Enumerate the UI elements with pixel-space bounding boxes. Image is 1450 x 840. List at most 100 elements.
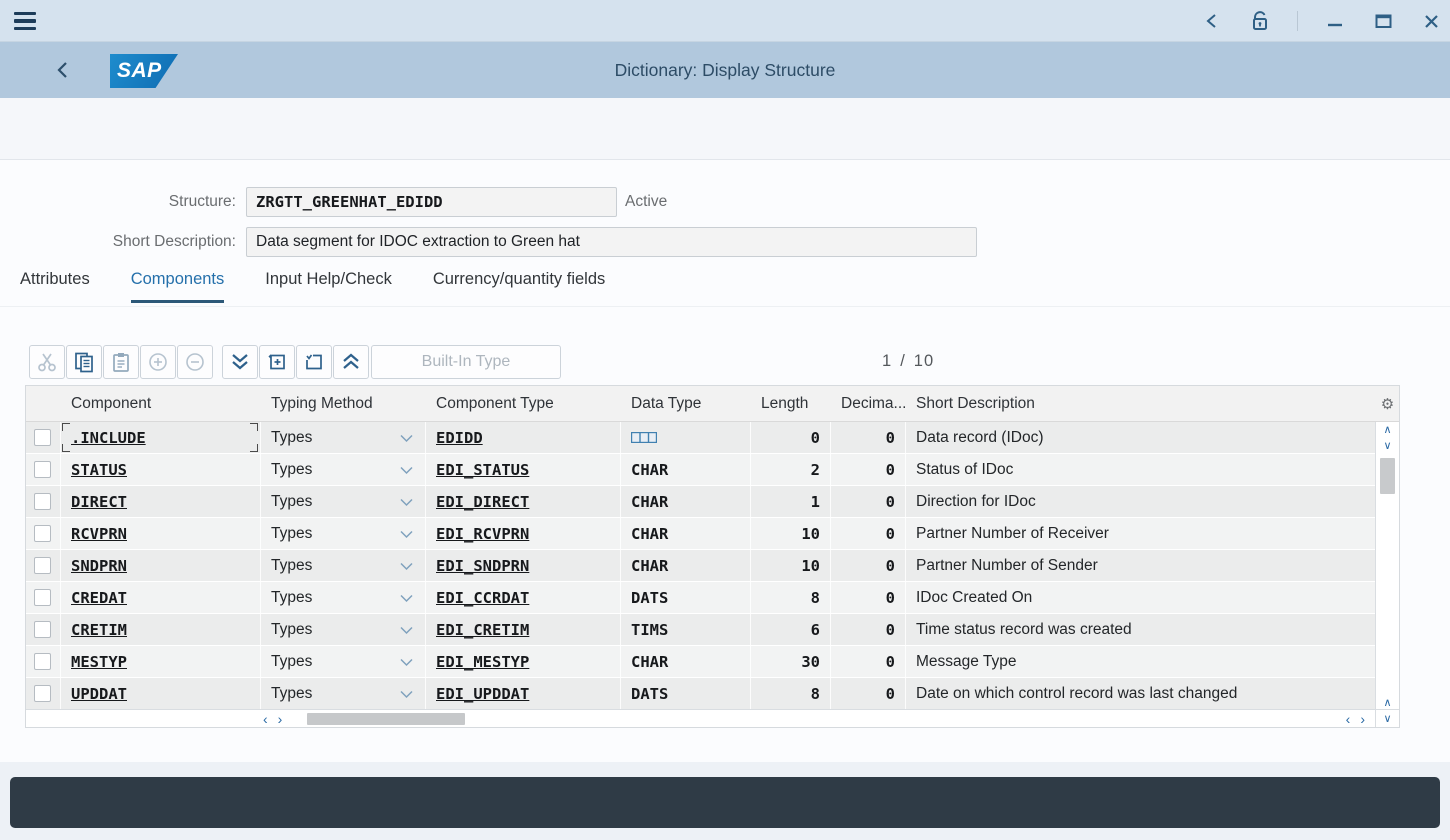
column-header-typing-method[interactable]: Typing Method [271,394,373,412]
scroll-down-icon[interactable]: ∨ [1383,439,1392,452]
sap-logo[interactable]: SAP [110,54,178,88]
horizontal-scroll-thumb[interactable] [307,713,465,725]
column-header-length[interactable]: Length [761,394,809,412]
table-row[interactable]: RCVPRN Types EDI_RCVPRN CHAR 10 0 Partne… [26,518,1399,550]
double-chevron-up-icon[interactable] [333,345,369,379]
remove-row-button[interactable] [177,345,213,379]
table-row[interactable]: CRETIM Types EDI_CRETIM TIMS 6 0 Time st… [26,614,1399,646]
double-chevron-down-icon[interactable] [222,345,258,379]
tab-components[interactable]: Components [130,270,225,303]
horizontal-scrollbar[interactable]: ‹ › ‹ › [26,709,1377,727]
component-type-link[interactable]: EDI_RCVPRN [436,524,530,543]
tab-attributes[interactable]: Attributes [20,270,90,288]
row-checkbox[interactable] [34,557,51,574]
row-checkbox[interactable] [34,461,51,478]
typing-method-value[interactable]: Types [271,556,313,574]
component-link[interactable]: CREDAT [71,588,127,607]
column-header-decimals[interactable]: Decima... [841,394,907,412]
component-link[interactable]: STATUS [71,460,127,479]
chevron-down-icon[interactable] [400,530,413,539]
scroll-left-icon[interactable]: ‹ [1345,710,1351,727]
chevron-down-icon[interactable] [400,498,413,507]
chevron-down-icon[interactable] [400,658,413,667]
scroll-up-icon[interactable]: ∧ [1383,696,1392,709]
copy-button[interactable] [66,345,102,379]
row-checkbox[interactable] [34,621,51,638]
row-checkbox[interactable] [34,429,51,446]
maximize-icon[interactable] [1372,10,1394,32]
table-row[interactable]: MESTYP Types EDI_MESTYP CHAR 30 0 Messag… [26,646,1399,678]
scroll-right-icon[interactable]: › [1360,710,1365,727]
typing-method-value[interactable]: Types [271,460,313,478]
typing-method-value[interactable]: Types [271,620,313,638]
delete-row-button[interactable] [296,345,332,379]
structure-field[interactable]: ZRGTT_GREENHAT_EDIDD [246,187,617,217]
table-row[interactable]: STATUS Types EDI_STATUS CHAR 2 0 Status … [26,454,1399,486]
component-type-link[interactable]: EDI_MESTYP [436,652,530,671]
paste-button[interactable] [103,345,139,379]
table-row[interactable]: SNDPRN Types EDI_SNDPRN CHAR 10 0 Partne… [26,550,1399,582]
minimize-icon[interactable] [1324,10,1346,32]
scroll-right-icon[interactable]: › [277,710,283,727]
back-chevron-icon[interactable] [55,60,75,80]
table-row[interactable]: CREDAT Types EDI_CCRDAT DATS 8 0 IDoc Cr… [26,582,1399,614]
row-checkbox[interactable] [34,589,51,606]
column-header-component-type[interactable]: Component Type [436,394,554,412]
chevron-down-icon[interactable] [400,626,413,635]
cut-button[interactable] [29,345,65,379]
column-header-data-type[interactable]: Data Type [631,394,702,412]
component-type-link[interactable]: EDIDD [436,428,483,447]
typing-method-value[interactable]: Types [271,428,313,446]
chevron-down-icon[interactable] [400,466,413,475]
built-in-type-button[interactable]: Built-In Type [371,345,561,379]
table-row[interactable]: UPDDAT Types EDI_UPDDAT DATS 8 0 Date on… [26,678,1399,710]
typing-method-value[interactable]: Types [271,492,313,510]
row-checkbox[interactable] [34,525,51,542]
typing-method-value[interactable]: Types [271,684,313,702]
row-checkbox[interactable] [34,653,51,670]
scroll-down-icon[interactable]: ∨ [1375,709,1399,727]
component-type-link[interactable]: EDI_SNDPRN [436,556,530,575]
component-link[interactable]: SNDPRN [71,556,127,575]
table-row[interactable]: .INCLUDE Types EDIDD 0 0 Data record (ID… [26,422,1399,454]
component-type-link[interactable]: EDI_STATUS [436,460,530,479]
add-row-button[interactable] [140,345,176,379]
chevron-down-icon[interactable] [400,594,413,603]
component-type-link[interactable]: EDI_CCRDAT [436,588,530,607]
component-link[interactable]: DIRECT [71,492,127,511]
close-icon[interactable] [1420,10,1442,32]
hamburger-menu-icon[interactable] [14,12,36,30]
settings-gear-icon[interactable]: ⚙ [1380,395,1395,413]
scroll-left-icon[interactable]: ‹ [263,710,268,727]
component-link[interactable]: .INCLUDE [71,428,146,447]
tab-input-help-check[interactable]: Input Help/Check [265,270,392,288]
decimals-value: 0 [831,582,906,613]
scroll-up-icon[interactable]: ∧ [1383,423,1392,436]
component-link[interactable]: CRETIM [71,620,127,639]
lock-icon[interactable] [1249,10,1271,32]
component-link[interactable]: UPDDAT [71,684,127,703]
typing-method-value[interactable]: Types [271,524,313,542]
component-type-link[interactable]: EDI_UPDDAT [436,684,530,703]
vertical-scrollbar[interactable]: ∧ ∨ ∧ [1375,422,1399,711]
row-checkbox[interactable] [34,685,51,702]
chevron-down-icon[interactable] [400,690,413,699]
column-header-short-description[interactable]: Short Description [916,394,1035,412]
table-row[interactable]: DIRECT Types EDI_DIRECT CHAR 1 0 Directi… [26,486,1399,518]
component-type-link[interactable]: EDI_CRETIM [436,620,530,639]
typing-method-value[interactable]: Types [271,652,313,670]
select-column-header[interactable] [26,386,61,421]
column-header-component[interactable]: Component [71,394,152,412]
chevron-down-icon[interactable] [400,562,413,571]
insert-row-button[interactable] [259,345,295,379]
row-checkbox[interactable] [34,493,51,510]
component-link[interactable]: MESTYP [71,652,127,671]
typing-method-value[interactable]: Types [271,588,313,606]
vertical-scroll-thumb[interactable] [1380,458,1395,494]
back-icon[interactable] [1201,10,1223,32]
component-type-link[interactable]: EDI_DIRECT [436,492,530,511]
component-link[interactable]: RCVPRN [71,524,127,543]
chevron-down-icon[interactable] [400,434,413,443]
short-description-field[interactable]: Data segment for IDOC extraction to Gree… [246,227,977,257]
tab-currency-quantity-fields[interactable]: Currency/quantity fields [432,270,606,288]
